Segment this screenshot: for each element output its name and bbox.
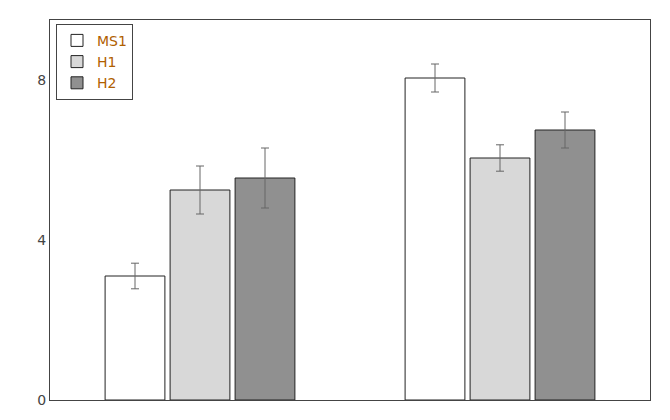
svg-text:4: 4: [37, 232, 46, 248]
svg-text:H2: H2: [97, 75, 116, 91]
svg-text:MS1: MS1: [97, 33, 127, 49]
svg-text:0: 0: [37, 392, 46, 408]
svg-text:8: 8: [37, 72, 46, 88]
svg-text:H1: H1: [97, 54, 116, 70]
